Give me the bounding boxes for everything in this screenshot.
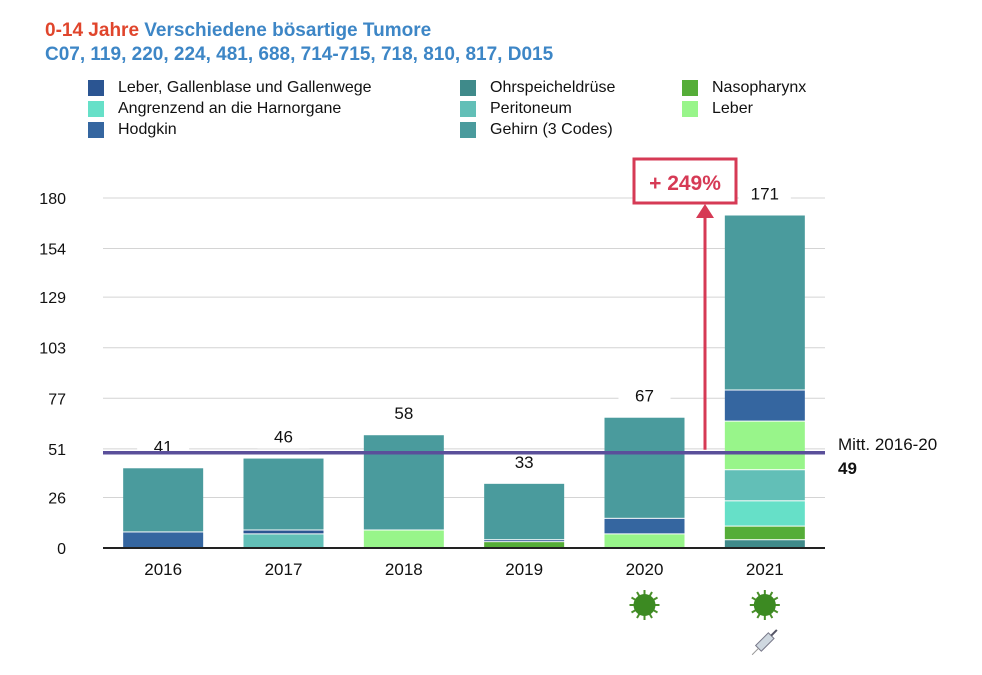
increase-box bbox=[632, 157, 738, 205]
title-topic: Verschiedene bösartige Tumore bbox=[144, 20, 432, 41]
legend-item: Peritoneum bbox=[460, 99, 682, 119]
legend-label: Peritoneum bbox=[490, 100, 572, 117]
bar-segment bbox=[243, 530, 324, 534]
y-tick-label: 51 bbox=[48, 442, 66, 459]
bar-segment bbox=[363, 530, 444, 547]
title-age: 0-14 Jahre bbox=[45, 20, 140, 41]
legend-swatch bbox=[682, 80, 698, 96]
bar-segment bbox=[604, 534, 685, 547]
total-label-bg bbox=[257, 424, 310, 449]
bar-segment bbox=[724, 526, 805, 540]
x-tick-label: 2017 bbox=[265, 560, 303, 579]
mean-line-label: Mitt. 2016-20 bbox=[838, 435, 937, 454]
x-tick-label: 2016 bbox=[144, 560, 182, 579]
syringe-icon bbox=[751, 629, 778, 656]
y-tick-label: 180 bbox=[39, 191, 66, 208]
bar-segment bbox=[484, 542, 565, 547]
chart-title: 0-14 Jahre Verschiedene bösartige Tumore bbox=[45, 20, 431, 42]
bar-total-label: 171 bbox=[751, 185, 779, 204]
bar-total-label: 67 bbox=[635, 387, 654, 406]
x-tick-label: 2019 bbox=[505, 560, 543, 579]
x-tick-label: 2020 bbox=[626, 560, 664, 579]
legend-swatch bbox=[88, 101, 104, 117]
bar-segment bbox=[724, 501, 805, 526]
bar-total-label: 46 bbox=[274, 428, 293, 447]
total-label-bg bbox=[377, 401, 430, 426]
legend-swatch bbox=[682, 101, 698, 117]
bar-segment bbox=[724, 390, 805, 421]
bar-segment bbox=[243, 534, 324, 547]
increase-arrow-head bbox=[696, 204, 714, 218]
legend: Leber, Gallenblase und Gallenwege Ohrspei… bbox=[88, 78, 848, 140]
legend-swatch bbox=[88, 80, 104, 96]
virus-icon bbox=[749, 590, 780, 620]
bar-segment bbox=[484, 483, 565, 540]
y-tick-label: 154 bbox=[39, 242, 66, 259]
bar-total-label: 58 bbox=[394, 404, 413, 423]
bar-segment bbox=[724, 470, 805, 501]
bar-segment bbox=[243, 458, 324, 530]
x-tick-label: 2021 bbox=[746, 560, 784, 579]
bar-segment bbox=[724, 421, 805, 470]
y-tick-label: 0 bbox=[57, 541, 66, 558]
legend-label: Nasopharynx bbox=[712, 79, 807, 96]
legend-label: Hodgkin bbox=[118, 121, 177, 138]
bar-segment bbox=[484, 540, 565, 542]
legend-swatch bbox=[460, 101, 476, 117]
legend-label: Ohrspeicheldrüse bbox=[490, 79, 616, 96]
increase-label: + 249% bbox=[649, 172, 721, 195]
chart-subtitle: C07, 119, 220, 224, 481, 688, 714-715, 7… bbox=[45, 44, 554, 65]
y-tick-label: 26 bbox=[48, 490, 66, 507]
legend-swatch bbox=[88, 122, 104, 138]
y-tick-label: 129 bbox=[39, 290, 66, 307]
legend-item: Hodgkin bbox=[88, 120, 460, 140]
legend-item: Leber, Gallenblase und Gallenwege bbox=[88, 78, 460, 98]
legend-item: Ohrspeicheldrüse bbox=[460, 78, 682, 98]
legend-label: Angrenzend an die Harnorgane bbox=[118, 100, 342, 117]
bar-segment bbox=[123, 532, 204, 547]
legend-item: Nasopharynx bbox=[682, 78, 842, 98]
legend-label: Gehirn (3 Codes) bbox=[490, 121, 613, 138]
legend-item: Leber bbox=[682, 99, 842, 119]
virus-icon bbox=[629, 590, 660, 620]
bar-segment bbox=[724, 540, 805, 547]
bar-segment bbox=[724, 215, 805, 390]
legend-label: Leber, Gallenblase und Gallenwege bbox=[118, 79, 372, 96]
y-tick-label: 103 bbox=[39, 341, 66, 358]
bar-segment bbox=[363, 435, 444, 530]
bar-segment bbox=[604, 417, 685, 518]
legend-item: Angrenzend an die Harnorgane bbox=[88, 99, 460, 119]
legend-item: Gehirn (3 Codes) bbox=[460, 120, 682, 140]
x-tick-label: 2018 bbox=[385, 560, 423, 579]
bar-total-label: 33 bbox=[515, 453, 534, 472]
total-label-bg bbox=[738, 181, 791, 206]
bar-segment bbox=[604, 518, 685, 534]
legend-swatch bbox=[460, 80, 476, 96]
y-tick-label: 77 bbox=[48, 391, 66, 408]
bar-segment bbox=[123, 468, 204, 532]
legend-label: Leber bbox=[712, 100, 753, 117]
legend-swatch bbox=[460, 122, 476, 138]
mean-line-value: 49 bbox=[838, 459, 857, 478]
total-label-bg bbox=[618, 383, 671, 408]
